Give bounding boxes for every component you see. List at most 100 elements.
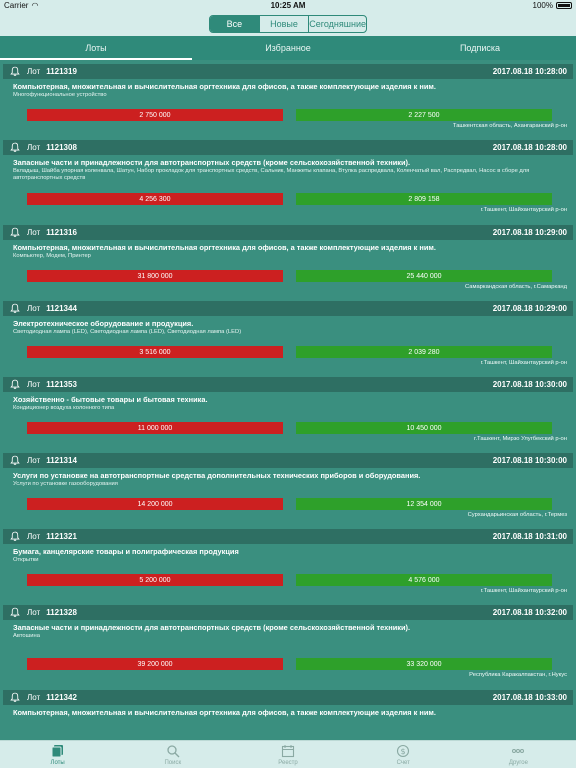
lot-card[interactable]: Лот 1121319 2017.08.18 10:28:00 Компьютерна… — [3, 64, 573, 136]
lots-list[interactable]: Лот 1121319 2017.08.18 10:28:00 Компьютерна… — [0, 60, 576, 740]
lot-date: 2017.08.18 10:29:00 — [492, 228, 567, 237]
lot-card[interactable]: Лот 1121344 2017.08.18 10:29:00 Электротехн… — [3, 301, 573, 373]
segment-today[interactable]: Сегодняшние — [309, 19, 366, 29]
more-icon — [512, 748, 525, 753]
bell-icon[interactable] — [9, 692, 21, 703]
svg-text:$: $ — [401, 747, 406, 756]
offer-price: 10 450 000 — [296, 422, 552, 434]
bottom-tab-lots[interactable]: Лоты — [0, 741, 115, 768]
lot-date: 2017.08.18 10:31:00 — [492, 532, 567, 541]
lot-region: г.Ташкент, Шайхантаурский р-он — [480, 360, 567, 366]
lot-region: г.Ташкент, Мирзо Улугбекский р-он — [474, 436, 567, 442]
tab-subscription[interactable]: Подписка — [459, 43, 501, 53]
lot-card[interactable]: Лот 1121316 2017.08.18 10:29:00 Компьютерна… — [3, 225, 573, 297]
lot-title: Запасные части и принадлежности для авто… — [13, 158, 411, 167]
price-bars: 4 256 300 2 809 158 — [27, 193, 552, 205]
bottom-tab-account[interactable]: $ Счет — [346, 741, 461, 768]
start-price: 14 200 000 — [27, 498, 283, 510]
lot-card[interactable]: Лот 1121353 2017.08.18 10:30:00 Хозяйственн… — [3, 377, 573, 449]
lot-description: Услуги по установке газооборудования — [13, 481, 118, 487]
dollar-icon: $ — [397, 744, 410, 757]
lot-title: Компьютерная, множительная и вычислитель… — [13, 708, 436, 717]
offer-price: 25 440 000 — [296, 270, 552, 282]
bell-icon[interactable] — [9, 531, 21, 542]
bell-icon[interactable] — [9, 303, 21, 314]
lot-title: Запасные части и принадлежности для авто… — [13, 623, 411, 632]
lot-header: Лот 1121316 2017.08.18 10:29:00 — [3, 225, 573, 240]
lot-number: 1121342 — [46, 693, 77, 702]
offer-price: 2 039 280 — [296, 346, 552, 358]
bell-icon[interactable] — [9, 66, 21, 77]
start-price: 11 000 000 — [27, 422, 283, 434]
lot-label: Лот — [27, 67, 41, 76]
price-bars: 3 516 000 2 039 280 — [27, 346, 552, 358]
lot-header: Лот 1121342 2017.08.18 10:33:00 — [3, 690, 573, 705]
lot-card[interactable]: Лот 1121328 2017.08.18 10:32:00 Запасные ча… — [3, 605, 573, 686]
lot-title: Электротехническое оборудование и продук… — [13, 319, 194, 328]
lot-title: Бумага, канцелярские товары и полиграфич… — [13, 547, 239, 556]
bell-icon[interactable] — [9, 142, 21, 153]
lot-date: 2017.08.18 10:33:00 — [492, 693, 567, 702]
bottom-tab-label: Лоты — [50, 759, 65, 766]
lot-number: 1121319 — [46, 67, 77, 76]
lot-label: Лот — [27, 143, 41, 152]
lot-card[interactable]: Лот 1121342 2017.08.18 10:33:00 Компьютерна… — [3, 690, 573, 740]
lot-label: Лот — [27, 380, 41, 389]
lot-region: Самаркандская область, г.Самарканд — [465, 284, 567, 290]
lot-title: Услуги по установке на автотранспортные … — [13, 471, 421, 480]
carrier-label: Carrier ◠ — [4, 1, 39, 10]
bottom-tab-more[interactable]: Другое — [461, 741, 576, 768]
clock: 10:25 AM — [270, 1, 306, 10]
lot-description: Компьютер, Модем, Принтер — [13, 253, 91, 259]
price-bars: 11 000 000 10 450 000 — [27, 422, 552, 434]
lot-number: 1121328 — [46, 608, 77, 617]
lot-header: Лот 1121308 2017.08.18 10:28:00 — [3, 140, 573, 155]
lot-card[interactable]: Лот 1121321 2017.08.18 10:31:00 Бумага, кан… — [3, 529, 573, 601]
lot-title: Компьютерная, множительная и вычислитель… — [13, 243, 436, 252]
offer-price: 33 320 000 — [296, 658, 552, 670]
lot-header: Лот 1121328 2017.08.18 10:32:00 — [3, 605, 573, 620]
status-bar: Carrier ◠ 10:25 AM 100% — [0, 0, 576, 12]
lot-region: г.Ташкент, Шайхантаурский р-он — [480, 207, 567, 213]
tab-favorites[interactable]: Избранное — [265, 43, 311, 53]
lot-label: Лот — [27, 608, 41, 617]
bottom-tab-registry[interactable]: Реестр — [230, 741, 345, 768]
bottom-tab-label: Другое — [508, 759, 528, 766]
lot-number: 1121321 — [46, 532, 77, 541]
offer-price: 2 809 158 — [296, 193, 552, 205]
battery-status: 100% — [533, 1, 572, 10]
bell-icon[interactable] — [9, 379, 21, 390]
lot-card[interactable]: Лот 1121308 2017.08.18 10:28:00 Запасные ча… — [3, 140, 573, 221]
bottom-tab-bar: Лоты Поиск Реестр $ Счет Другое — [0, 740, 576, 768]
offer-price: 4 576 000 — [296, 574, 552, 586]
lot-date: 2017.08.18 10:29:00 — [492, 304, 567, 313]
bottom-tab-label: Счет — [396, 759, 410, 766]
start-price: 4 256 300 — [27, 193, 283, 205]
segment-new[interactable]: Новые — [260, 16, 310, 32]
lot-header: Лот 1121314 2017.08.18 10:30:00 — [3, 453, 573, 468]
price-bars: 39 200 000 33 320 000 — [27, 658, 552, 670]
lot-header: Лот 1121353 2017.08.18 10:30:00 — [3, 377, 573, 392]
tab-lots[interactable]: Лоты — [0, 36, 192, 60]
lot-date: 2017.08.18 10:32:00 — [492, 608, 567, 617]
lot-description: Автошина — [13, 633, 40, 639]
bell-icon[interactable] — [9, 455, 21, 466]
offer-price: 12 354 000 — [296, 498, 552, 510]
lot-number: 1121308 — [46, 143, 77, 152]
lot-region: Республика Каракалпакстан, г.Нукус — [469, 672, 567, 678]
lot-title: Компьютерная, множительная и вычислитель… — [13, 82, 436, 91]
bell-icon[interactable] — [9, 607, 21, 618]
lot-number: 1121314 — [46, 456, 77, 465]
filter-bar: Все Новые Сегодняшние — [0, 12, 576, 36]
filter-segmented-control: Все Новые Сегодняшние — [209, 15, 367, 33]
bottom-tab-search[interactable]: Поиск — [115, 741, 230, 768]
start-price: 2 750 000 — [27, 109, 283, 121]
bell-icon[interactable] — [9, 227, 21, 238]
lot-number: 1121353 — [46, 380, 77, 389]
lot-number: 1121316 — [46, 228, 77, 237]
lot-card[interactable]: Лот 1121314 2017.08.18 10:30:00 Услуги по у… — [3, 453, 573, 525]
lot-description: Многофункциональное устройство — [13, 92, 107, 98]
lot-date: 2017.08.18 10:28:00 — [492, 67, 567, 76]
start-price: 31 800 000 — [27, 270, 283, 282]
segment-all[interactable]: Все — [210, 16, 260, 32]
